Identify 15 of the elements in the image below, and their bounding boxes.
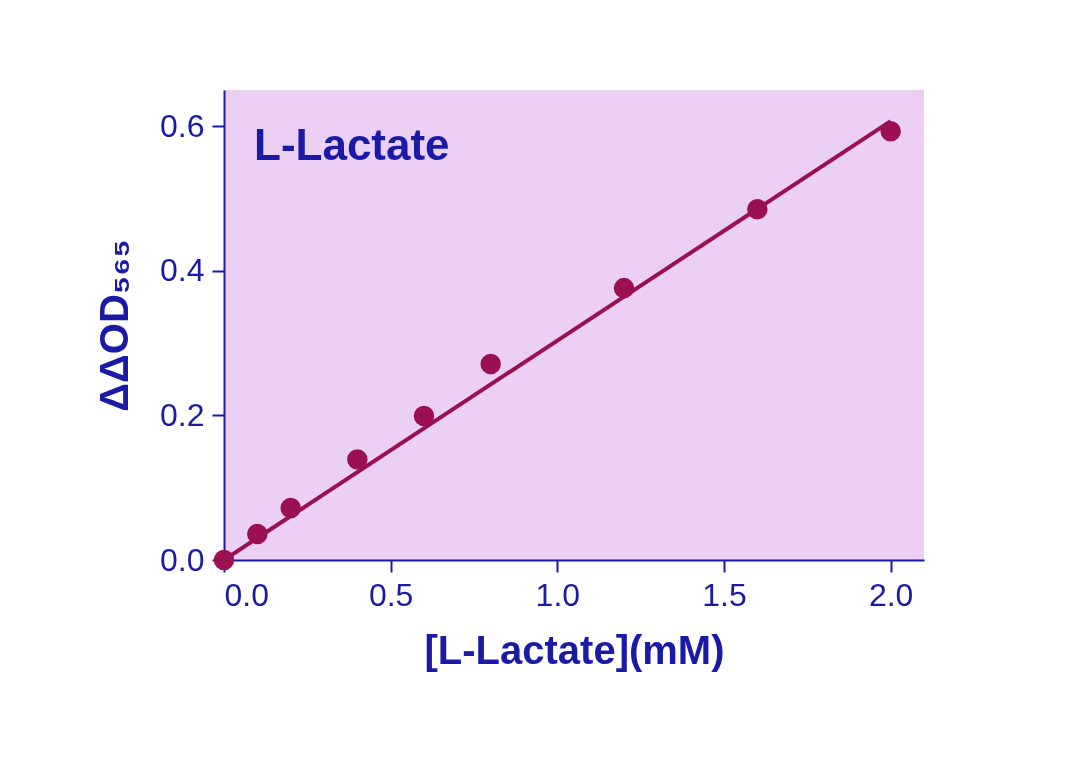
annotation: L-Lactate — [254, 120, 450, 169]
point — [480, 353, 501, 375]
y-tick-label: 0.0 — [160, 541, 205, 578]
x-tick-label: 2.0 — [868, 576, 914, 613]
point — [413, 405, 435, 427]
x-tick-label: 1.5 — [702, 576, 747, 613]
y-tick-label: 0.6 — [160, 107, 205, 144]
x-tick-label: 0.0 — [224, 576, 269, 613]
point — [347, 449, 368, 470]
y-tick-label: 0.4 — [160, 252, 205, 289]
x-tick-label: 1.0 — [535, 576, 581, 613]
x-axis-title: [L-Lactate](mM) — [424, 627, 725, 672]
y-axis-title: ΔΔOD₅₆₅ — [92, 239, 137, 412]
y-tick-label: 0.2 — [160, 396, 205, 433]
x-tick-label: 0.5 — [368, 576, 414, 613]
